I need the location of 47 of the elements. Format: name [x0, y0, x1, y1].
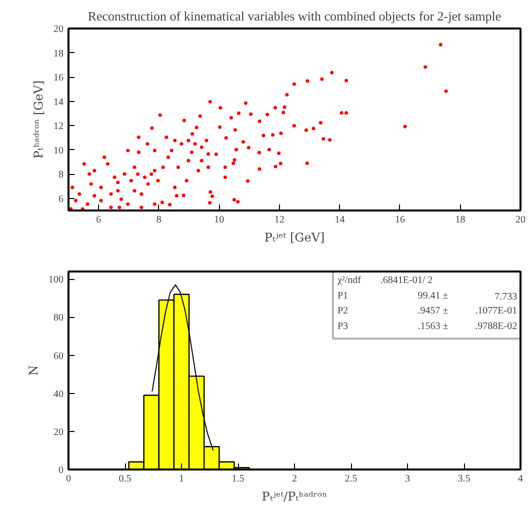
y-tick-label: 100: [48, 274, 64, 286]
y-tick-label: 6: [58, 194, 64, 205]
annotation: P2: [337, 306, 348, 317]
x-tick-label: 0.5: [118, 474, 132, 484]
annotation: 7.733: [494, 291, 518, 302]
x-tick-label: 12: [274, 214, 284, 226]
y-axis-title: Pₜʰᵃᵈʳᵒⁿ [GeV]: [32, 80, 46, 159]
annotation: 99.41 ±: [418, 290, 449, 302]
annotation: .9788E-02: [475, 320, 518, 332]
annotation: χ²/ndf: [336, 275, 362, 286]
x-tick-label: 4: [518, 474, 523, 484]
annotation: .9457 ±: [418, 306, 449, 317]
y-tick-label: 20: [54, 426, 64, 438]
y-tick-label: 80: [54, 312, 64, 324]
x-tick-label: 3.5: [458, 474, 470, 484]
y-tick-label: 12: [54, 121, 64, 132]
x-tick-label: 0: [66, 474, 71, 484]
annotation: P1: [337, 290, 348, 302]
annotation: .1563 ±: [418, 320, 449, 332]
x-tick-label: 3: [405, 474, 410, 484]
annotation: .1077E-01: [475, 306, 518, 317]
y-tick-label: 16: [54, 72, 64, 84]
annotation: .6841E-01/ 2: [380, 275, 433, 286]
y-tick-label: 40: [54, 388, 64, 400]
y-tick-label: 14: [54, 96, 64, 108]
y-tick-label: 60: [54, 350, 64, 362]
y-tick-label: 8: [58, 170, 64, 181]
x-tick-label: 14: [334, 214, 345, 226]
y-tick-label: 10: [54, 145, 64, 156]
x-tick-label: 1.5: [232, 474, 244, 484]
y-tick-label: 0: [58, 465, 64, 476]
chart-title: Reconstruction of kinematical variables with combined objects for 2-jet sample: [88, 8, 502, 24]
annotation: P3: [337, 320, 348, 332]
x-tick-label: 8: [156, 214, 162, 226]
x-tick-label: 1: [179, 474, 184, 484]
x-tick-label: 2.5: [344, 474, 358, 484]
x-tick-label: 10: [214, 214, 224, 226]
x-axis-title: Pₜʲᵉᵗ [GeV]: [264, 230, 325, 244]
x-tick-label: 20: [516, 214, 526, 226]
x-tick-label: 18: [455, 214, 466, 226]
x-tick-label: 2: [292, 474, 297, 484]
x-axis-title: Pₜʲᵉᵗ/Pₜʰᵃᵈʳᵒⁿ: [262, 490, 328, 504]
x-tick-label: 16: [394, 214, 405, 226]
x-tick-label: 6: [96, 214, 102, 226]
y-tick-label: 20: [54, 24, 64, 35]
y-tick-label: 18: [54, 48, 64, 60]
y-axis-title: N: [26, 365, 40, 376]
